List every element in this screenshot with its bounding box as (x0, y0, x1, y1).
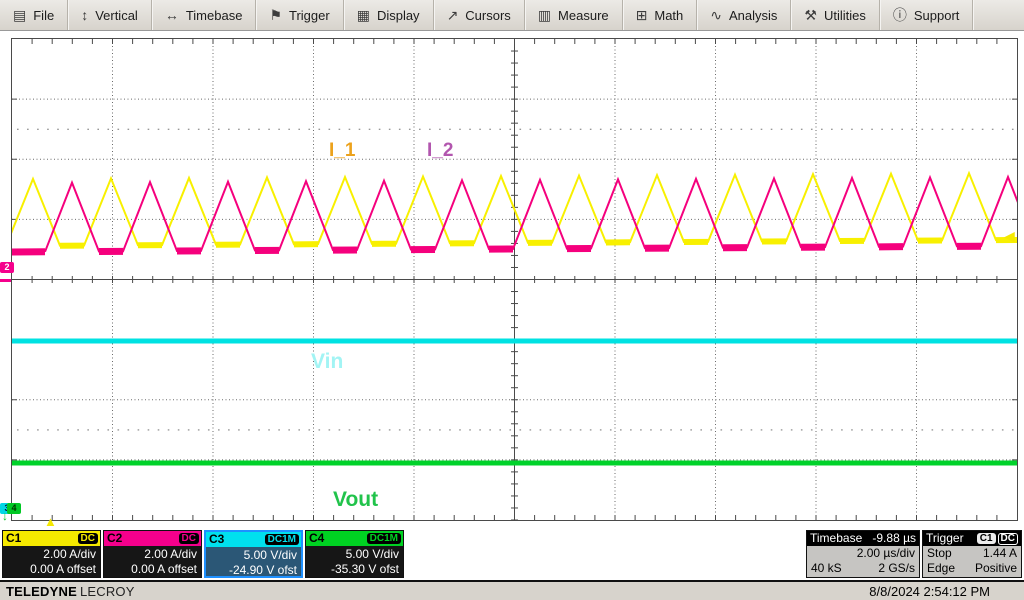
channel-scale: 5.00 V/div (345, 547, 399, 561)
menu-item-file[interactable]: ▤ File (0, 0, 69, 30)
chart-icon: ∿ (710, 7, 722, 23)
timebase-title: Timebase (810, 531, 863, 545)
channel2-zero-marker[interactable]: 2 (0, 262, 14, 273)
coupling-badge: DC1M (366, 533, 401, 544)
teledyne-lecroy-logo: TELEDYNE LECROY (6, 583, 135, 599)
menu-item-support[interactable]: ⓘ Support (880, 0, 974, 30)
waveform-display (12, 39, 1017, 520)
channel-descriptor-c1[interactable]: C1 DC 2.00 A/div 0.00 A offset (2, 530, 101, 578)
trace-label-vin: Vin (311, 350, 344, 373)
menu-item-label: Display (376, 7, 420, 23)
channel-scale: 5.00 V/div (243, 548, 297, 562)
tools-icon: ⚒ (804, 7, 817, 23)
channel-descriptor-c2[interactable]: C2 DC 2.00 A/div 0.00 A offset (103, 530, 202, 578)
channel-descriptor-c4[interactable]: C4 DC1M 5.00 V/div -35.30 V ofst (305, 530, 404, 578)
menu-item-label: Math (654, 7, 684, 23)
trigger-slope: Positive (974, 561, 1017, 575)
trigger-descriptor[interactable]: Trigger C1 DC Stop 1.44 A Edge Positive (922, 530, 1022, 578)
channel-id: C1 (6, 531, 22, 545)
trigger-coupling-badge: DC (997, 532, 1018, 545)
channel-id: C2 (107, 531, 123, 545)
ruler-icon: ▥ (537, 7, 552, 23)
trace-label-i1: I_1 (329, 140, 356, 161)
menu-bar: ▤ File ↕ Vertical ↔ Timebase ⚑ Trigger ▦ Display ↗… (0, 0, 1024, 31)
coupling-badge: DC1M (264, 534, 299, 545)
menu-item-trigger[interactable]: ⚑ Trigger (256, 0, 344, 30)
offscreen-down-arrow-icon: ↓ (2, 509, 8, 523)
menu-item-label: Vertical (95, 7, 138, 23)
channel-scale: 2.00 A/div (43, 547, 96, 561)
timebase-rate: 2 GS/s (878, 561, 915, 575)
coupling-badge: DC (178, 533, 199, 544)
menu-item-label: Utilities (823, 7, 866, 23)
channel-offset: 0.00 A offset (131, 562, 197, 576)
menu-item-label: Timebase (185, 7, 243, 23)
file-icon: ▤ (13, 7, 27, 23)
channel-descriptor-c3[interactable]: C3 DC1M 5.00 V/div -24.90 V ofst (204, 530, 303, 578)
timebase-delay: -9.88 µs (872, 531, 916, 545)
trigger-mode: Stop (927, 546, 952, 560)
horizontal-arrows-icon: ↔ (164, 7, 179, 23)
timebase-samples: 40 kS (811, 561, 842, 575)
calculator-icon: ⊞ (635, 7, 648, 23)
menu-item-label: Support (913, 7, 960, 23)
menu-item-label: Measure (558, 7, 609, 23)
i2-trace (44, 174, 1017, 253)
trigger-level: 1.44 A (982, 546, 1017, 560)
menu-item-cursors[interactable]: ↗ Cursors (434, 0, 525, 30)
info-icon: ⓘ (892, 7, 907, 23)
menu-item-label: Cursors (465, 7, 511, 23)
trigger-position-marker[interactable]: ▲ (44, 514, 57, 529)
menu-item-vertical[interactable]: ↕ Vertical (68, 0, 152, 30)
menu-item-measure[interactable]: ▥ Measure (525, 0, 623, 30)
menu-item-label: Analysis (729, 7, 778, 23)
timebase-descriptor[interactable]: Timebase -9.88 µs 2.00 µs/div 40 kS 2 GS… (806, 530, 920, 578)
channel-offset: 0.00 A offset (30, 562, 96, 576)
menu-item-label: File (33, 7, 55, 23)
menu-item-label: Trigger (289, 7, 330, 23)
trigger-source-badge: C1 (976, 533, 996, 544)
channel-id: C3 (209, 532, 225, 546)
trigger-type: Edge (927, 561, 956, 575)
trace-label-i2: I_2 (427, 140, 454, 161)
trigger-title: Trigger (926, 531, 964, 545)
trigger-level-marker[interactable]: ◀ (1004, 228, 1015, 244)
monitor-icon: ▦ (356, 7, 370, 23)
channel2-level-dash (0, 279, 11, 282)
cursor-arrow-icon: ↗ (446, 7, 459, 23)
channel4-zero-marker[interactable]: 4 (7, 503, 21, 514)
status-bar: TELEDYNE LECROY 8/8/2024 2:54:12 PM (0, 580, 1024, 600)
channel-offset: -35.30 V ofst (330, 562, 399, 576)
menu-item-utilities[interactable]: ⚒ Utilities (791, 0, 880, 30)
menu-item-display[interactable]: ▦ Display (344, 0, 434, 30)
vertical-arrows-icon: ↕ (81, 7, 89, 23)
datetime: 8/8/2024 2:54:12 PM (869, 583, 990, 599)
timebase-scale: 2.00 µs/div (856, 546, 915, 560)
channel-id: C4 (309, 531, 325, 545)
oscilloscope-grid (11, 38, 1018, 521)
i1-trace (12, 170, 1017, 247)
menu-item-analysis[interactable]: ∿ Analysis (697, 0, 792, 30)
menu-item-timebase[interactable]: ↔ Timebase (152, 0, 257, 30)
menu-item-math[interactable]: ⊞ Math (623, 0, 698, 30)
channel-scale: 2.00 A/div (144, 547, 197, 561)
channel-offset: -24.90 V ofst (228, 563, 297, 577)
trace-label-vout: Vout (333, 488, 379, 511)
flag-icon: ⚑ (269, 7, 282, 23)
coupling-badge: DC (77, 533, 98, 544)
